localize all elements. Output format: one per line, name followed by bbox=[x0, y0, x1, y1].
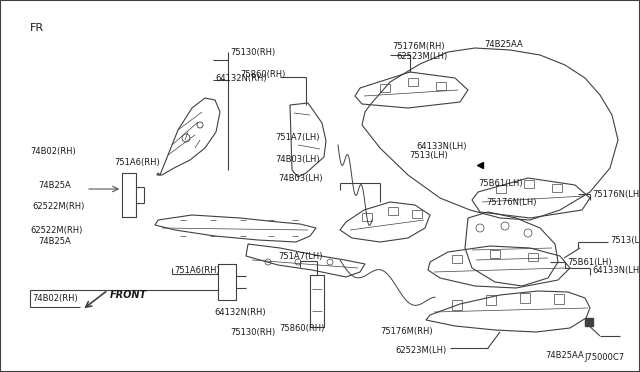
Text: 62522M(RH): 62522M(RH) bbox=[31, 226, 83, 235]
Text: 75176N(LH): 75176N(LH) bbox=[592, 189, 640, 199]
Text: 75176M(RH): 75176M(RH) bbox=[392, 42, 445, 51]
Text: 74B25A: 74B25A bbox=[38, 180, 71, 189]
Text: 75B61(LH): 75B61(LH) bbox=[479, 179, 524, 188]
Text: 74B02(RH): 74B02(RH) bbox=[31, 147, 76, 156]
Text: 75860(RH): 75860(RH) bbox=[280, 324, 325, 333]
Text: 64133N(LH): 64133N(LH) bbox=[417, 142, 467, 151]
Text: 7513(LH): 7513(LH) bbox=[410, 151, 449, 160]
Text: 62523M(LH): 62523M(LH) bbox=[397, 52, 448, 61]
Text: 64132N(RH): 64132N(RH) bbox=[215, 74, 267, 83]
Text: 62523M(LH): 62523M(LH) bbox=[395, 346, 446, 355]
Text: 751A6(RH): 751A6(RH) bbox=[174, 266, 220, 275]
Text: 74B03(LH): 74B03(LH) bbox=[278, 173, 323, 183]
Text: 751A7(LH): 751A7(LH) bbox=[275, 133, 320, 142]
Text: 74B25AA: 74B25AA bbox=[484, 40, 523, 49]
Text: 74B02(RH): 74B02(RH) bbox=[32, 294, 77, 302]
Text: 75B61(LH): 75B61(LH) bbox=[567, 257, 612, 266]
Text: 75176N(LH): 75176N(LH) bbox=[486, 198, 537, 207]
Text: 75860(RH): 75860(RH) bbox=[240, 71, 285, 80]
Text: 64133N(LH): 64133N(LH) bbox=[592, 266, 640, 275]
Text: 751A6(RH): 751A6(RH) bbox=[114, 158, 159, 167]
Text: 75130(RH): 75130(RH) bbox=[230, 328, 276, 337]
Text: 751A7(LH): 751A7(LH) bbox=[278, 253, 323, 262]
Text: 75176M(RH): 75176M(RH) bbox=[380, 327, 433, 336]
Text: FR: FR bbox=[30, 23, 44, 33]
Text: 7513(LH): 7513(LH) bbox=[610, 235, 640, 244]
Text: 74B03(LH): 74B03(LH) bbox=[275, 155, 320, 164]
Text: 74B25AA: 74B25AA bbox=[545, 352, 584, 360]
Text: 74B25A: 74B25A bbox=[38, 237, 71, 246]
Text: 64132N(RH): 64132N(RH) bbox=[214, 308, 266, 317]
Text: J75000C7: J75000C7 bbox=[585, 353, 625, 362]
Text: 75130(RH): 75130(RH) bbox=[230, 48, 275, 57]
Bar bbox=[585, 318, 593, 326]
Text: 62522M(RH): 62522M(RH) bbox=[32, 202, 84, 212]
Text: FRONT: FRONT bbox=[110, 290, 147, 300]
